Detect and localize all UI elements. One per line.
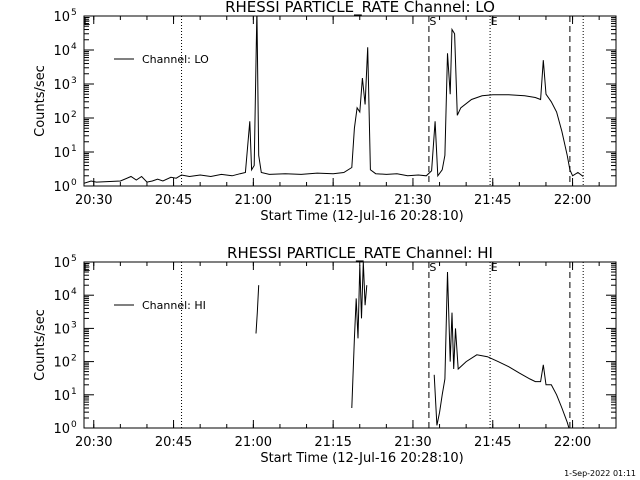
- legend-label: Channel: LO: [142, 53, 209, 66]
- y-axis-label: Counts/sec: [33, 65, 48, 137]
- x-tick-label: 22:00: [554, 435, 591, 450]
- x-tick-label: 20:30: [75, 193, 112, 208]
- y-tick-label: 10: [53, 44, 70, 59]
- plot-frame: [83, 261, 617, 429]
- marker-label: S: [429, 15, 436, 28]
- y-axis-label: Counts/sec: [33, 309, 48, 381]
- marker-label: E: [491, 261, 498, 274]
- x-axis-label: Start Time (12-Jul-16 20:28:10): [260, 209, 463, 224]
- y-tick-label: 10: [53, 289, 70, 304]
- marker-label-left: E: [84, 261, 91, 274]
- marker-label-left: E: [84, 15, 91, 28]
- footer-timestamp: 1-Sep-2022 01:11: [564, 469, 636, 478]
- y-tick-label: 10: [53, 256, 70, 271]
- x-tick-label: 20:45: [155, 435, 192, 450]
- chart-title: RHESSI PARTICLE_RATE Channel: LO: [225, 0, 495, 17]
- y-tick-exponent: 0: [71, 178, 77, 188]
- y-tick-exponent: 4: [71, 42, 77, 52]
- x-tick-label: 21:45: [474, 193, 511, 208]
- y-tick-label: 10: [53, 422, 70, 437]
- y-tick-label: 10: [53, 112, 70, 127]
- y-tick-exponent: 5: [71, 254, 77, 264]
- x-tick-label: 21:45: [474, 435, 511, 450]
- x-tick-label: 22:00: [554, 193, 591, 208]
- series-line: [84, 16, 584, 184]
- marker-label: E: [491, 15, 498, 28]
- x-tick-label: 21:30: [394, 435, 431, 450]
- y-tick-exponent: 3: [71, 76, 77, 86]
- series-line: [255, 285, 260, 334]
- plot-frame: [83, 15, 617, 187]
- marker-label: S: [429, 261, 436, 274]
- y-tick-label: 10: [53, 180, 70, 195]
- y-tick-label: 10: [53, 389, 70, 404]
- x-tick-label: 21:30: [394, 193, 431, 208]
- x-axis-label: Start Time (12-Jul-16 20:28:10): [260, 451, 463, 466]
- x-tick-label: 20:45: [155, 193, 192, 208]
- y-tick-exponent: 0: [71, 420, 77, 430]
- y-tick-label: 10: [53, 78, 70, 93]
- y-tick-exponent: 5: [71, 8, 77, 18]
- x-tick-label: 20:30: [75, 435, 112, 450]
- legend-label: Channel: HI: [142, 299, 206, 312]
- y-tick-label: 10: [53, 146, 70, 161]
- x-tick-label: 21:00: [235, 193, 272, 208]
- y-tick-exponent: 1: [71, 144, 77, 154]
- y-tick-exponent: 2: [71, 110, 77, 120]
- x-tick-label: 21:00: [235, 435, 272, 450]
- series-line: [433, 271, 570, 428]
- y-tick-label: 10: [53, 322, 70, 337]
- y-tick-exponent: 2: [71, 354, 77, 364]
- y-tick-exponent: 1: [71, 387, 77, 397]
- y-tick-label: 10: [53, 356, 70, 371]
- chart-title: RHESSI PARTICLE_RATE Channel: HI: [227, 244, 493, 263]
- y-tick-exponent: 3: [71, 320, 77, 330]
- y-tick-label: 10: [53, 10, 70, 25]
- x-tick-label: 21:15: [314, 193, 351, 208]
- x-tick-label: 21:15: [314, 435, 351, 450]
- series-line: [351, 262, 368, 409]
- y-tick-exponent: 4: [71, 287, 77, 297]
